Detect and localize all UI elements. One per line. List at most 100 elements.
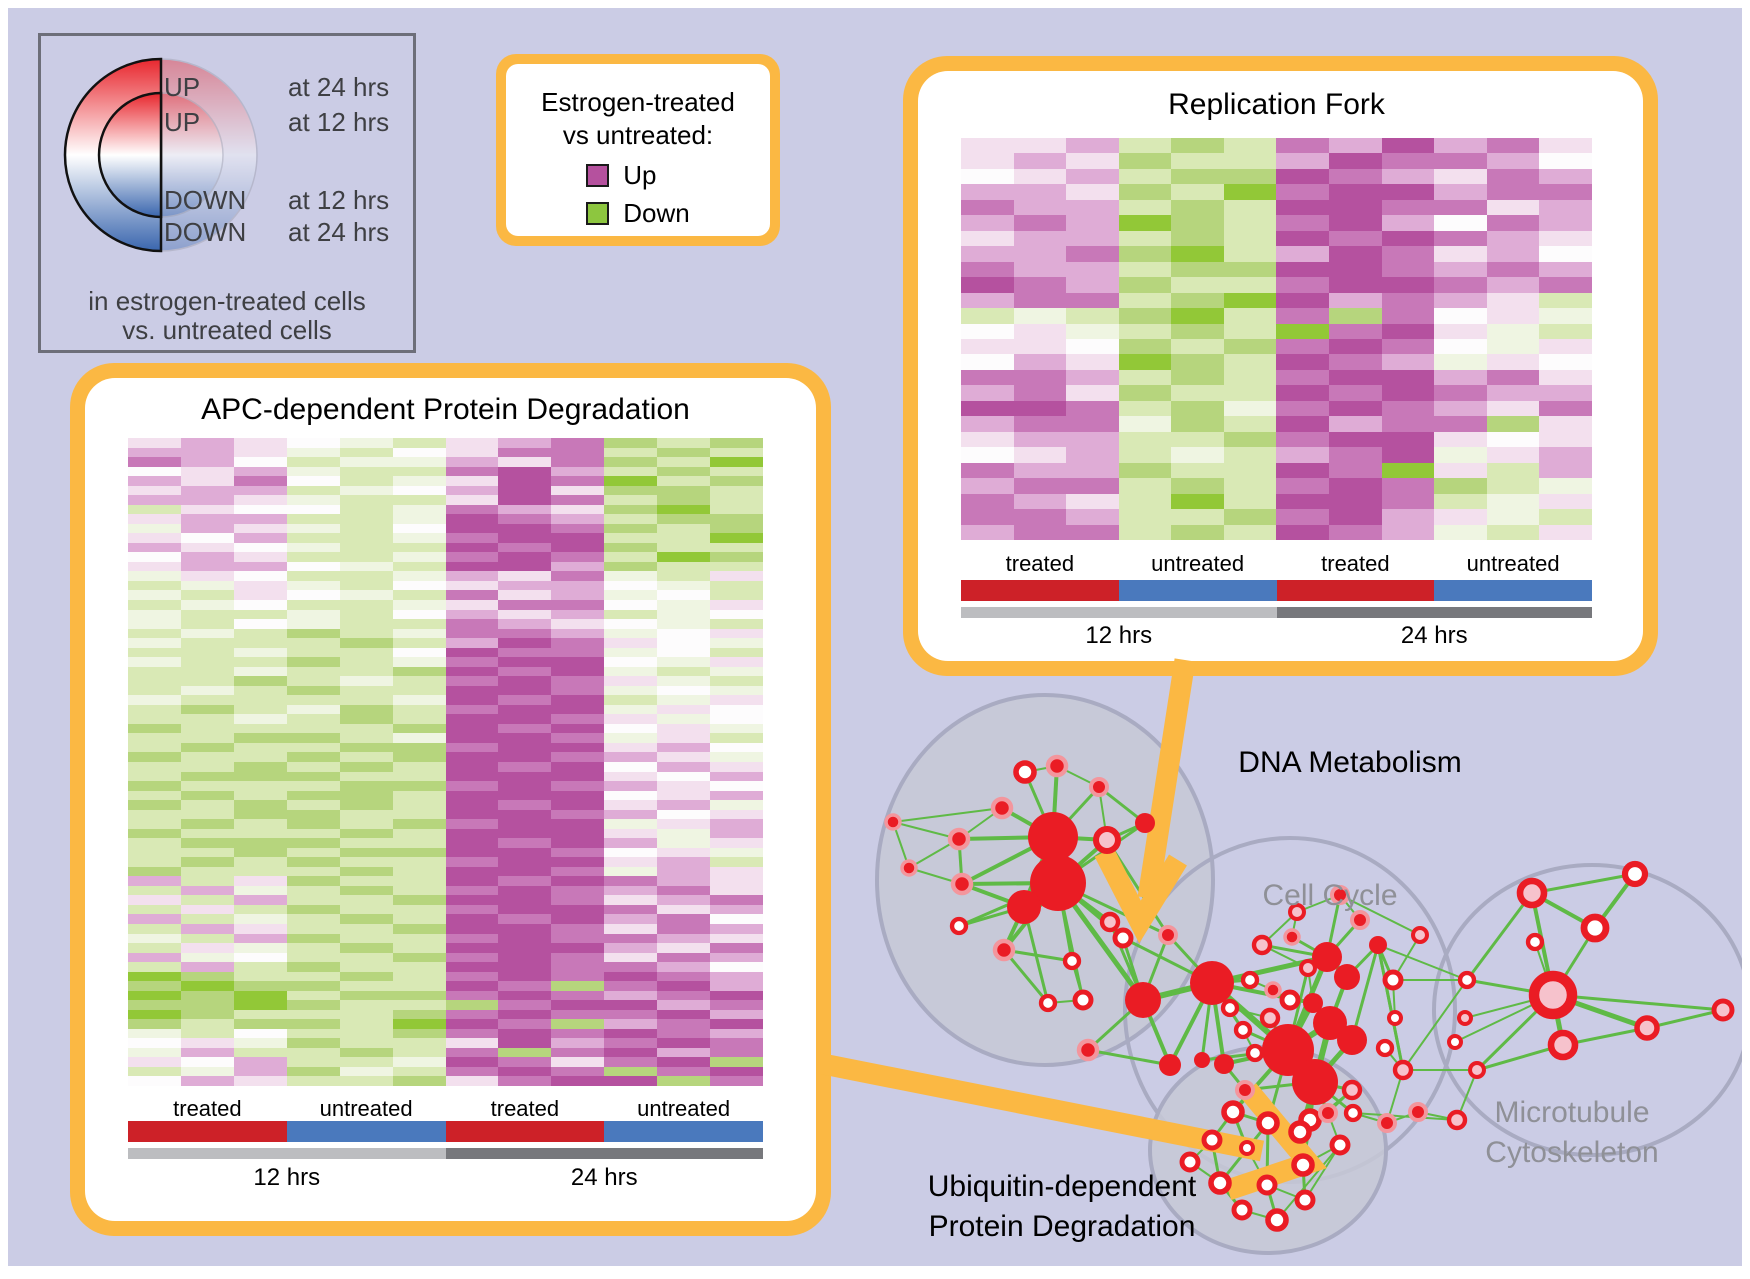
network-edge [1056,882,1085,1001]
heatmap-cell [1381,400,1435,417]
network-edge [1531,891,1596,930]
updown-rings-legend: UP at 24 hrs UP at 12 hrs DOWN at 12 hrs DOWN a… [38,33,416,353]
heatmap-cell [233,771,287,782]
heatmap-cell [551,885,605,896]
network-edge [1002,949,1050,1004]
network-edge [961,835,1054,886]
heatmap-cell [657,704,711,715]
heatmap-cell [1434,524,1487,540]
network-edge [1314,1080,1353,1092]
heatmap-cell [392,609,446,620]
heatmap-cell [128,552,181,562]
network-edge [1223,1048,1289,1066]
network-edge [1298,1131,1305,1166]
gene-node-halo [1283,928,1301,946]
heatmap-cell [961,416,1014,432]
heatmap-cell [1329,447,1382,463]
heatmap-cell [551,619,605,629]
heatmap-cell [710,533,763,543]
heatmap-cell [604,552,658,562]
network-edge [1210,982,1232,1009]
heatmap-cell [180,495,234,505]
heatmap-cell [1118,215,1172,231]
time-gray-bar [1276,607,1592,618]
heatmap-cell [445,752,499,762]
heatmap-cell [498,790,552,801]
heatmap-cell [498,781,552,791]
heatmap-cell [551,1009,605,1020]
heatmap-cell [339,495,393,505]
heatmap-cell [1171,354,1224,370]
network-edge [1339,894,1361,921]
gene-node-halo [1158,925,1178,945]
network-edge [1376,944,1405,1071]
network-edge [1266,1049,1290,1124]
heatmap-cell [233,847,287,858]
network-edge [1246,1122,1269,1149]
estrogen-legend-panel: Estrogen-treated vs untreated: Up Down [496,54,780,246]
heatmap-cell [1434,416,1487,432]
heatmap-cell [551,866,605,877]
heatmap-cell [339,580,393,591]
heatmap-cell [392,590,446,600]
heatmap-cell [604,828,658,839]
heatmap-cell [1486,168,1540,185]
network-edge [1376,944,1395,981]
heatmap-cell [445,714,499,724]
heatmap-cell [551,533,605,543]
heatmap-cell [1329,323,1382,339]
heatmap-cell [657,495,711,505]
heatmap-cell [1013,261,1067,278]
heatmap-cell [339,533,393,543]
heatmap-cell [657,466,711,477]
heatmap-cell [1434,246,1487,262]
heatmap-cell [710,552,763,562]
heatmap-cell [445,1076,499,1086]
heatmap-cell [657,638,711,648]
network-edge [1454,994,1554,1043]
heatmap-cell [1486,153,1540,169]
heatmap-cell [498,752,552,762]
gene-node-ring [1375,1038,1395,1058]
heatmap-cell [392,800,446,810]
heatmap-cell [286,1066,340,1077]
gene-node-halo [950,872,974,896]
heatmap-cell [180,923,234,934]
heatmap-cell [1486,308,1540,324]
heatmap-cell [286,761,340,772]
heatmap-cell [604,876,658,886]
heatmap-cell [1486,199,1540,216]
heatmap-cell [233,962,287,972]
network-edge [1210,982,1226,1065]
heatmap-cell [233,1047,287,1058]
heatmap-cell [1066,215,1119,231]
heatmap-cell [128,1038,181,1048]
heatmap-cell [1013,416,1067,432]
heatmap-cell [551,590,605,600]
heatmap-cell [180,485,234,496]
heatmap-cell [286,638,340,648]
heatmap-cell [128,533,181,543]
heatmap-cell [286,438,340,448]
heatmap-cell [1329,184,1382,200]
treatment-color-bar [1118,580,1277,601]
heatmap-cell [445,914,499,924]
heatmap-cell [180,819,234,829]
heatmap-cell [128,1076,181,1086]
replication-fork-panel-title: Replication Fork [1168,88,1385,121]
heatmap-cell [498,685,552,696]
heatmap-cell [498,1009,552,1020]
heatmap-cell [180,962,234,972]
heatmap-cell [604,447,658,458]
heatmap-cell [286,1019,340,1029]
heatmap-cell [961,431,1014,448]
heatmap-cell [604,666,658,677]
heatmap-cell [1381,138,1435,154]
heatmap-cell [604,523,658,534]
heatmap-cell [128,733,181,743]
heatmap-cell [286,857,340,867]
heatmap-cell [961,184,1014,200]
heatmap-cell [961,369,1014,386]
heatmap-cell [233,781,287,791]
up-color-swatch [586,164,610,187]
